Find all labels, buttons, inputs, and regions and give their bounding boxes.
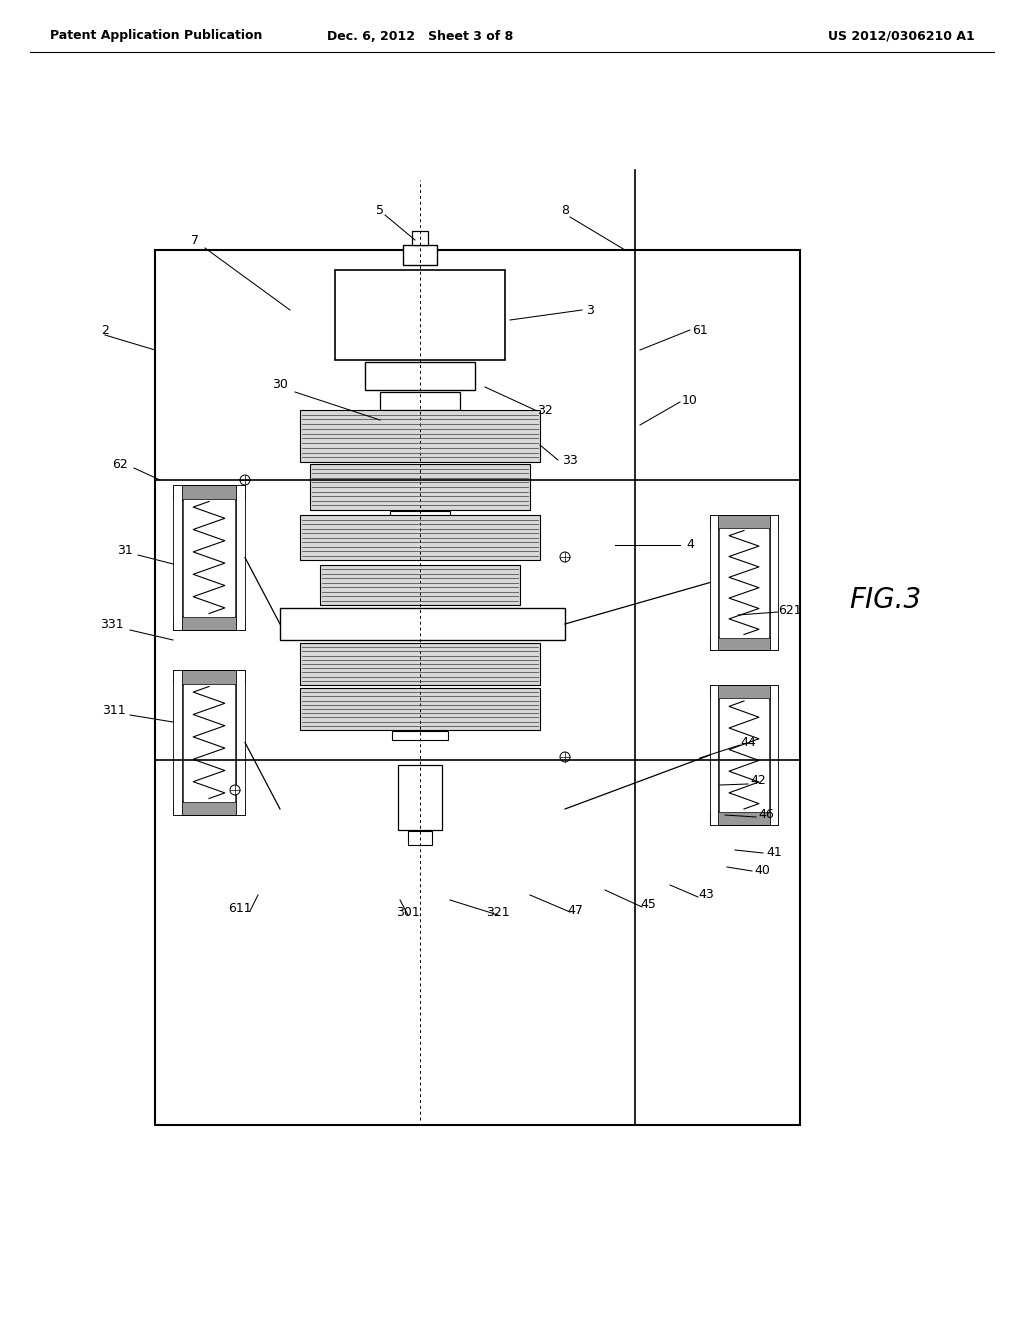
Text: 311: 311 [102, 704, 126, 717]
Bar [300, 515, 540, 560]
Bar [719, 698, 769, 812]
Circle shape [560, 552, 570, 562]
Bar [710, 515, 718, 649]
Text: 611: 611 [228, 902, 252, 915]
Bar [710, 685, 778, 700]
Bar [280, 609, 565, 640]
Bar [710, 810, 778, 825]
Text: 47: 47 [567, 903, 583, 916]
Text: 61: 61 [692, 323, 708, 337]
Bar [182, 499, 236, 616]
Text: 30: 30 [272, 379, 288, 392]
Text: 45: 45 [640, 899, 656, 912]
Text: 8: 8 [561, 203, 569, 216]
Circle shape [560, 752, 570, 762]
Text: 31: 31 [117, 544, 133, 557]
Bar [237, 484, 245, 630]
Bar [710, 515, 778, 528]
Text: 46: 46 [758, 808, 774, 821]
Text: 331: 331 [100, 619, 124, 631]
Text: 41: 41 [766, 846, 782, 858]
Bar [300, 688, 540, 730]
Text: 40: 40 [754, 863, 770, 876]
Text: 43: 43 [698, 888, 714, 902]
Bar [380, 392, 460, 411]
Bar [365, 362, 475, 389]
Bar [173, 671, 181, 814]
Bar [173, 671, 245, 685]
Bar [173, 800, 245, 814]
Bar [403, 246, 437, 265]
Bar [173, 484, 245, 499]
Bar [408, 832, 432, 845]
Text: Dec. 6, 2012   Sheet 3 of 8: Dec. 6, 2012 Sheet 3 of 8 [327, 29, 513, 42]
Bar [390, 511, 450, 520]
Text: 44: 44 [740, 735, 756, 748]
Bar [398, 766, 442, 830]
Text: Patent Application Publication: Patent Application Publication [50, 29, 262, 42]
Circle shape [240, 475, 250, 484]
Bar [300, 411, 540, 462]
Text: 7: 7 [191, 234, 199, 247]
Bar [710, 636, 778, 649]
Bar [182, 684, 236, 801]
Bar [155, 249, 800, 1125]
Circle shape [230, 785, 240, 795]
Bar [710, 685, 718, 825]
Bar [335, 271, 505, 360]
Bar [319, 565, 520, 605]
Bar [770, 515, 778, 649]
Text: 3: 3 [586, 304, 594, 317]
Bar [173, 615, 245, 630]
Bar [392, 731, 449, 741]
Text: US 2012/0306210 A1: US 2012/0306210 A1 [828, 29, 975, 42]
Bar [770, 685, 778, 825]
Text: 33: 33 [562, 454, 578, 466]
Text: 10: 10 [682, 393, 698, 407]
Text: FIG.3: FIG.3 [849, 586, 921, 614]
Text: 32: 32 [538, 404, 553, 417]
Text: 321: 321 [486, 906, 510, 919]
Bar [173, 484, 181, 630]
Bar [300, 643, 540, 685]
Text: 4: 4 [686, 539, 694, 552]
Bar [310, 465, 530, 510]
Bar [237, 671, 245, 814]
Text: 2: 2 [101, 323, 109, 337]
Text: 621: 621 [778, 603, 802, 616]
Text: 301: 301 [396, 906, 420, 919]
Text: 5: 5 [376, 203, 384, 216]
Bar [412, 231, 428, 246]
Text: 42: 42 [751, 774, 766, 787]
Bar [719, 528, 769, 638]
Text: 62: 62 [112, 458, 128, 471]
Bar [398, 411, 442, 425]
